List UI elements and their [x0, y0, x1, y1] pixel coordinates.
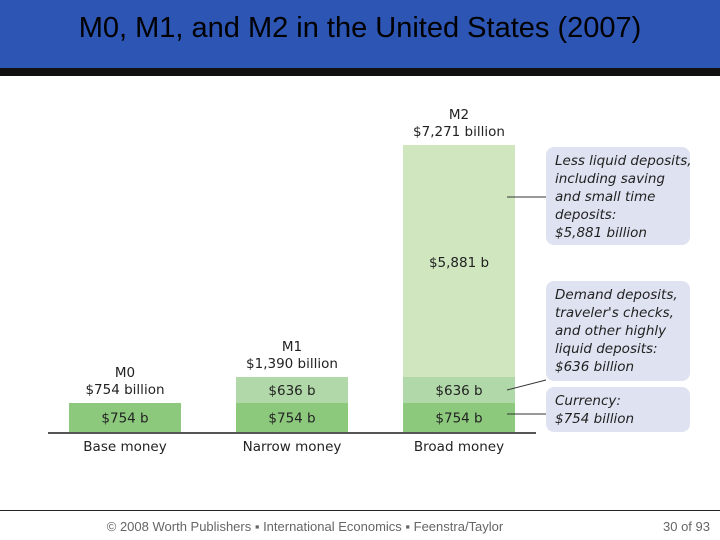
bar-less_liquid-2	[403, 145, 515, 377]
page-of: of	[681, 519, 692, 534]
total-value-2: $7,271 billion	[413, 124, 505, 140]
bar-currency-0	[69, 403, 181, 432]
annotation-leader-demand_deposits	[506, 379, 547, 391]
bar-currency-1	[236, 403, 348, 432]
bar-demand_deposits-1	[236, 377, 348, 403]
bar-label-less_liquid-2: $5,881 b	[429, 255, 489, 271]
annotation-text-currency-1: $754 billion	[555, 411, 634, 427]
total-value-0: $754 billion	[85, 382, 164, 398]
bar-label-currency-1: $754 b	[268, 411, 315, 427]
total-value-1: $1,390 billion	[246, 356, 338, 372]
title-bar: M0, M1, and M2 in the United States (200…	[0, 0, 720, 76]
annotation-text-less_liquid-3: deposits:	[555, 207, 616, 223]
page-total: 93	[695, 519, 710, 534]
annotation-text-demand_deposits-3: liquid deposits:	[555, 341, 658, 357]
annotation-box-less_liquid	[546, 147, 690, 245]
annotation-text-less_liquid-1: including saving	[555, 171, 665, 187]
total-name-1: M1	[282, 339, 302, 355]
page-number: 30 of 93	[600, 519, 710, 534]
bar-label-currency-2: $754 b	[435, 411, 482, 427]
category-label-0: Base money	[83, 439, 166, 455]
bar-currency-2	[403, 403, 515, 432]
annotation-text-less_liquid-2: and small time	[555, 189, 655, 205]
annotation-box-currency	[546, 387, 690, 432]
annotation-text-demand_deposits-2: and other highly	[555, 323, 667, 339]
category-label-2: Broad money	[414, 439, 504, 455]
footer-credit: © 2008 Worth Publishers ▪ International …	[106, 519, 504, 534]
annotation-text-demand_deposits-4: $636 billion	[555, 359, 634, 375]
total-name-0: M0	[115, 365, 135, 381]
annotation-text-demand_deposits-1: traveler's checks,	[555, 305, 674, 321]
annotation-text-demand_deposits-0: Demand deposits,	[555, 287, 678, 303]
slide-title: M0, M1, and M2 in the United States (200…	[78, 12, 642, 44]
page-current: 30	[662, 519, 678, 534]
annotation-box-demand_deposits	[546, 281, 690, 381]
category-label-1: Narrow money	[243, 439, 342, 455]
bar-label-currency-0: $754 b	[101, 411, 148, 427]
footer-divider	[0, 510, 720, 511]
bar-label-demand_deposits-1: $636 b	[268, 383, 315, 399]
annotation-text-less_liquid-0: Less liquid deposits,	[555, 153, 692, 169]
bar-demand_deposits-2	[403, 377, 515, 403]
total-name-2: M2	[449, 107, 469, 123]
annotation-text-currency-0: Currency:	[555, 393, 621, 409]
bar-label-demand_deposits-2: $636 b	[435, 383, 482, 399]
annotation-text-less_liquid-4: $5,881 billion	[555, 225, 647, 241]
